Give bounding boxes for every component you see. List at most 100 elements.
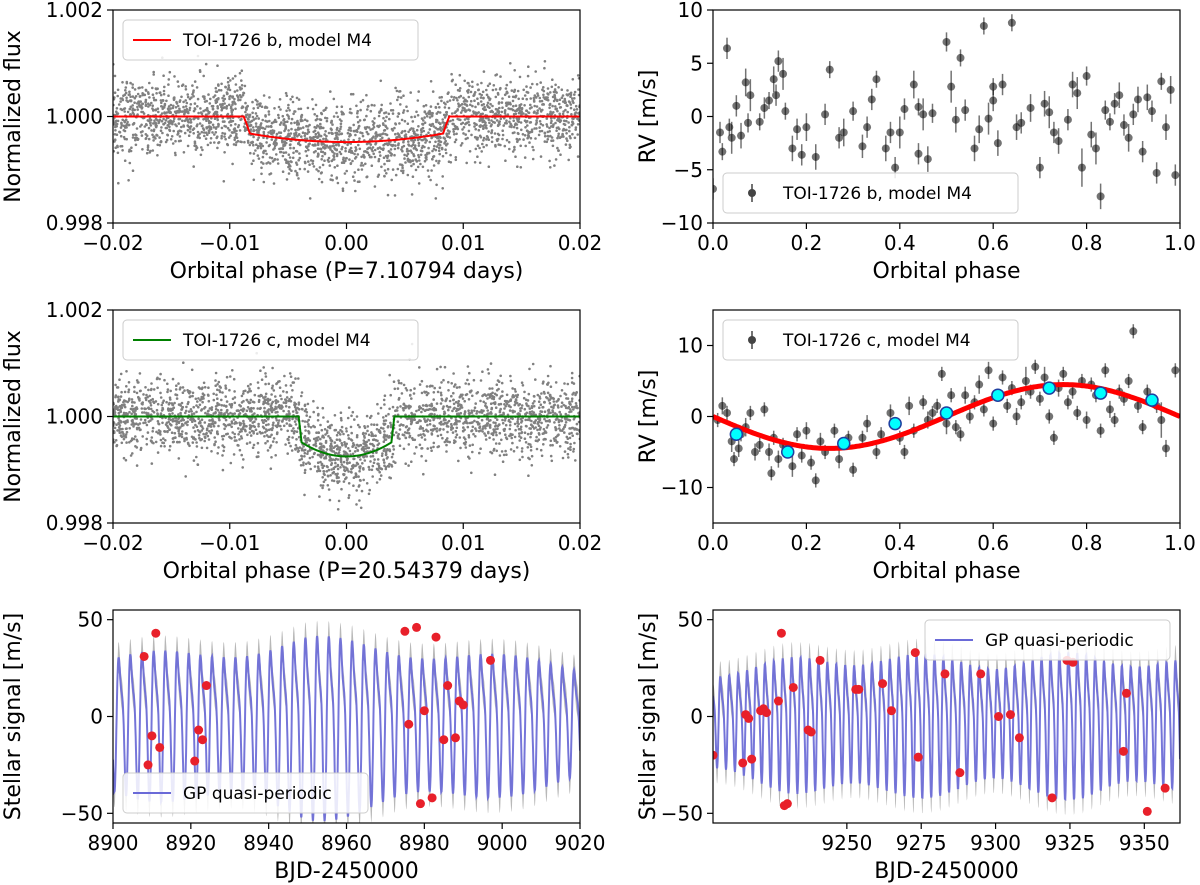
flux-point — [441, 118, 445, 121]
flux-point — [505, 101, 508, 105]
flux-point — [330, 131, 333, 135]
flux-point — [371, 136, 374, 140]
flux-point — [357, 143, 360, 147]
flux-point — [370, 423, 373, 426]
flux-point — [351, 151, 354, 155]
flux-point — [245, 105, 249, 109]
flux-point — [365, 93, 368, 97]
flux-point — [371, 438, 375, 442]
flux-point — [191, 394, 194, 398]
flux-point — [352, 484, 355, 488]
flux-point — [158, 136, 161, 139]
flux-point — [567, 456, 570, 459]
flux-point — [306, 438, 309, 442]
flux-point — [339, 152, 343, 156]
flux-point — [500, 101, 504, 104]
flux-point — [302, 463, 305, 467]
flux-point — [535, 127, 538, 130]
flux-point — [216, 64, 219, 67]
flux-point — [504, 423, 508, 427]
flux-point — [260, 172, 263, 176]
flux-point — [329, 178, 333, 181]
flux-point — [189, 103, 193, 106]
rv-point — [1129, 110, 1138, 119]
flux-point — [554, 381, 558, 384]
flux-point — [356, 109, 360, 113]
flux-point — [569, 442, 572, 446]
flux-point — [347, 138, 350, 141]
flux-point — [125, 430, 129, 434]
flux-point — [439, 126, 443, 130]
flux-point — [282, 151, 286, 154]
flux-point — [454, 436, 458, 439]
flux-point — [216, 452, 219, 455]
flux-point — [195, 445, 199, 448]
flux-point — [319, 118, 323, 122]
flux-point — [183, 112, 186, 116]
flux-point — [156, 412, 159, 415]
flux-point — [193, 102, 197, 105]
flux-point — [228, 403, 232, 406]
flux-point — [290, 127, 293, 131]
flux-point — [287, 410, 291, 413]
flux-point — [447, 132, 451, 135]
y-axis-label: Normalized flux — [1, 30, 26, 203]
flux-point — [555, 99, 559, 103]
flux-point — [301, 131, 305, 134]
flux-point — [228, 388, 231, 392]
flux-point — [458, 420, 461, 423]
panel-p3: −0.02 −0.01 0.00 0.01 0.020.9981.0001.002Orb… — [1, 298, 602, 584]
flux-point — [539, 122, 543, 126]
flux-point — [167, 105, 171, 108]
flux-point — [316, 419, 320, 422]
flux-point — [528, 141, 531, 144]
flux-point — [349, 92, 353, 96]
flux-point — [506, 113, 510, 116]
flux-point — [558, 102, 561, 106]
flux-point — [146, 119, 150, 122]
flux-point — [187, 410, 191, 413]
flux-point — [365, 130, 369, 134]
flux-point — [431, 429, 434, 432]
flux-point — [420, 379, 424, 383]
flux-point — [417, 155, 421, 159]
flux-point — [434, 126, 438, 130]
flux-point — [252, 401, 256, 404]
flux-point — [464, 133, 468, 136]
flux-point — [349, 107, 352, 111]
flux-point — [180, 84, 184, 87]
flux-point — [383, 111, 386, 115]
flux-point — [393, 147, 397, 151]
flux-point — [321, 154, 324, 158]
flux-point — [417, 408, 421, 412]
flux-point — [335, 148, 339, 151]
x-tick-label: 0.2 — [790, 231, 822, 255]
flux-point — [176, 133, 179, 136]
rv-point — [881, 144, 890, 153]
flux-point — [564, 143, 568, 146]
flux-point — [576, 406, 579, 410]
flux-point — [505, 122, 509, 125]
rv-point — [746, 91, 755, 100]
flux-point — [260, 166, 263, 170]
flux-point — [277, 421, 280, 425]
flux-point — [347, 128, 351, 132]
flux-point — [510, 107, 513, 111]
flux-point — [288, 423, 292, 427]
flux-point — [277, 113, 280, 117]
flux-point — [393, 194, 397, 197]
flux-point — [467, 117, 470, 121]
flux-point — [513, 145, 516, 149]
flux-point — [275, 143, 278, 146]
flux-point — [511, 150, 515, 153]
flux-point — [264, 149, 267, 153]
flux-point — [313, 113, 317, 116]
flux-point — [267, 110, 271, 113]
flux-point — [143, 125, 147, 128]
flux-point — [543, 140, 547, 143]
flux-point — [144, 103, 148, 107]
flux-point — [340, 419, 343, 422]
flux-point — [228, 88, 232, 92]
flux-point — [542, 96, 545, 99]
